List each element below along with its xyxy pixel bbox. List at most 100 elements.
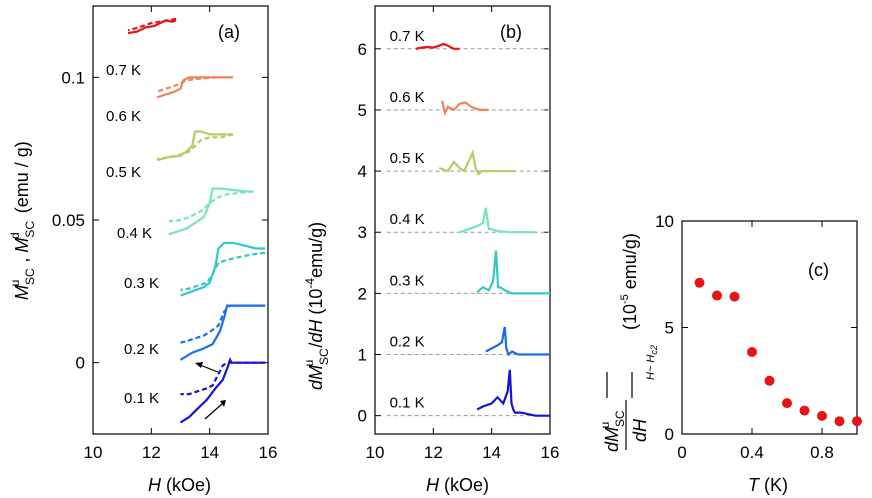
arrow-down-sweep	[199, 364, 219, 373]
sweep-arrows	[195, 362, 226, 420]
panel-c-point	[712, 290, 722, 301]
panel-c-sub: H~ H	[645, 355, 657, 380]
panel-b-y-tick-label: 3	[358, 223, 367, 242]
panel-c-point	[782, 398, 792, 409]
panel-b-x-tick-label: 12	[424, 443, 443, 462]
panel-c-y-unit: (10	[620, 304, 640, 330]
panel-a-x-unit: (kOe)	[161, 475, 211, 495]
panel-a-x-tick-label: 10	[84, 443, 103, 462]
svg-text:dH: dH	[630, 418, 650, 442]
panel-a-series-up-0.1K	[179, 356, 266, 424]
panel-b-temp-label: 0.4 K	[390, 211, 425, 228]
panel-a-temp-label: 0.4 K	[117, 225, 152, 242]
series-layer	[127, 17, 862, 427]
panel-c-x-var: T	[748, 475, 761, 495]
panel-c-point	[694, 277, 705, 288]
panel-c-y-tick-label: 0	[665, 425, 674, 444]
panel-a-temp-label: 0.5 K	[106, 164, 141, 181]
svg-text:dMSCu/dH (10-4emu/g): dMSCu/dH (10-4emu/g)	[302, 222, 331, 390]
panel-a-series-down-0.6K	[156, 76, 233, 93]
panel-b-y-tick-label: 2	[358, 284, 367, 303]
panel-b-frame	[374, 5, 551, 435]
panel-b-series-0.6K	[441, 100, 489, 117]
panel-a-temp-label: 0.2 K	[124, 341, 159, 358]
panel-b-series-0.1K	[476, 369, 550, 417]
panel-a-temp-label: 0.6 K	[106, 108, 141, 125]
panel-a-series-up-0.7K	[127, 19, 177, 35]
panel-b-y-exp: -4	[303, 278, 317, 289]
panel-b-x-tick-label: 10	[366, 443, 385, 462]
panel-a-x-title: H (kOe)	[148, 475, 211, 495]
panel-b-y-unit: (10	[306, 289, 326, 315]
svg-text:MSCu , MSCd (emu / g): MSCu , MSCd (emu / g)	[8, 141, 37, 300]
panel-a-x-tick-label: 14	[200, 443, 219, 462]
panel-b-x-title: H (kOe)	[426, 475, 489, 495]
panel-b-y-tick-label: 6	[358, 40, 367, 59]
panel-a-x-tick-label: 16	[259, 443, 278, 462]
panel-a-series-down-0.1K	[180, 361, 266, 396]
panel-c-point	[747, 346, 757, 357]
panel-c-y-exp: -5	[619, 294, 631, 304]
panel-a-y-unit: (emu / g)	[12, 141, 32, 213]
labels-layer: 0.1 K 0.2 K 0.3 K 0.4 K 0.5 K 0.6 K 0.7 K 0.1 K…	[106, 28, 425, 412]
panel-c-x-tick-label: 0	[677, 443, 686, 462]
panel-b-y-tick-label: 0	[358, 407, 367, 426]
panel-c-point	[729, 291, 740, 302]
panel-c-x-unit: (K)	[759, 475, 788, 495]
panel-a-y-title: MSCu , MSCd (emu / g)	[8, 141, 37, 300]
panel-b-y-tick-label: 5	[358, 101, 367, 120]
panel-c-y-unit-end: emu/g)	[620, 233, 640, 294]
panel-b-y-title: dMSCu/dH (10-4emu/g)	[302, 222, 331, 390]
panel-b-temp-label: 0.6 K	[390, 89, 425, 106]
arrow-up-sweep	[204, 403, 223, 420]
panel-c-point	[852, 416, 862, 427]
panel-a-series-down-0.3K	[180, 251, 266, 291]
panel-a-series-down-0.2K	[180, 304, 266, 344]
panel-b-temp-label: 0.1 K	[390, 395, 425, 412]
panel-b-x-var: H	[426, 475, 440, 495]
panel-a-x-var: H	[148, 475, 162, 495]
panel-b-y-tick-label: 1	[358, 346, 367, 365]
panel-a-temp-label: 0.1 K	[124, 390, 159, 407]
panel-b-label: (b)	[500, 22, 522, 42]
panel-a-series-up-0.6K	[156, 76, 233, 99]
panel-a-y-tick-label: 0.1	[61, 68, 85, 87]
panel-c-point	[834, 416, 845, 427]
panel-b-series-0.4K	[459, 207, 536, 234]
svg-text:(10-5 emu/g): (10-5 emu/g)	[619, 233, 640, 330]
panel-b-x-tick-label: 14	[482, 443, 501, 462]
svg-text:H~ Hc2: H~ Hc2	[645, 345, 659, 380]
panel-c-sub2: c2	[649, 345, 659, 355]
panel-b-temp-label: 0.5 K	[390, 150, 425, 167]
panel-a-temp-label: 0.3 K	[124, 275, 159, 292]
panel-a-series-up-0.4K	[168, 187, 254, 236]
arrow-down-head	[195, 362, 203, 368]
panel-c-y-tick-label: 5	[665, 319, 674, 338]
panel-b-y-tick-label: 4	[358, 162, 367, 181]
panel-b-x-tick-label: 16	[541, 443, 560, 462]
panel-b-temp-label: 0.3 K	[390, 272, 425, 289]
svg-text:dMSCu: dMSCu	[598, 410, 627, 452]
panel-c-label: (c)	[808, 260, 829, 280]
panel-b-series-0.5K	[438, 149, 515, 176]
panel-c-x-title: T (K)	[748, 475, 788, 495]
panel-b-series-0.7K	[415, 42, 460, 50]
panel-a-temp-label: 0.7 K	[106, 62, 141, 79]
panel-b-series-0.2K	[485, 326, 550, 357]
panel-a-y-tick-label: 0.05	[52, 211, 85, 230]
panel-c-point	[817, 410, 827, 421]
panel-a-series-down-0.5K	[157, 133, 234, 160]
panel-b-temp-label: 0.7 K	[390, 28, 425, 45]
panel-b-y-unit-end: emu/g)	[306, 222, 326, 278]
panel-c-x-tick-label: 0.8	[810, 443, 834, 462]
panel-b-temp-label: 0.2 K	[390, 334, 425, 351]
panel-c-frame	[681, 220, 858, 435]
panel-c-point	[764, 375, 775, 386]
panel-a-series-up-0.2K	[179, 304, 266, 361]
panel-b-series-0.3K	[476, 250, 550, 295]
panel-a-x-tick-label: 12	[142, 443, 161, 462]
panel-a-series-down-0.4K	[168, 190, 254, 223]
arrow-up-head	[220, 400, 226, 407]
